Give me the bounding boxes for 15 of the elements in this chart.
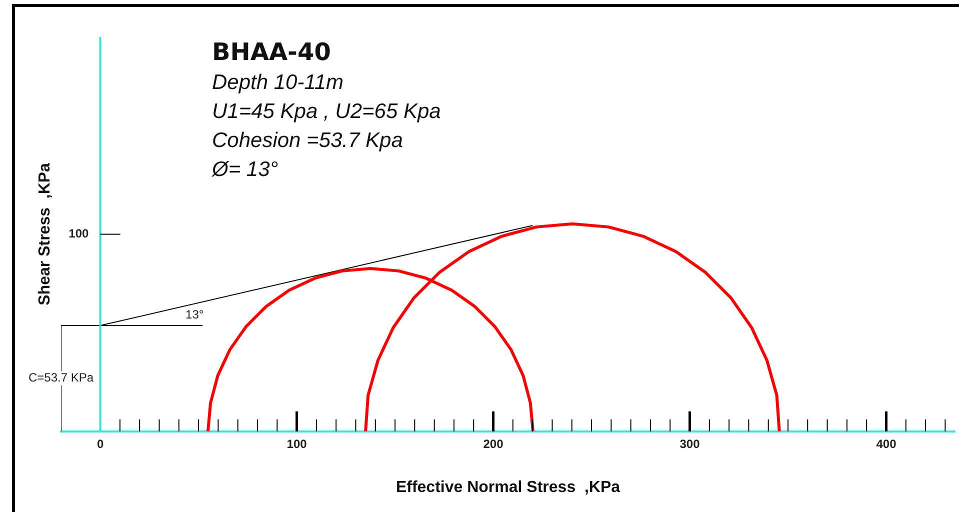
annotation: C=53.7 KPa bbox=[28, 370, 94, 385]
x-axis-title: Effective Normal Stress ,KPa bbox=[396, 478, 620, 496]
x-tick-label: 300 bbox=[680, 436, 700, 451]
chart-subtitle: Depth 10-11m bbox=[212, 70, 345, 96]
y-axis-title: Shear Stress ,KPa bbox=[36, 162, 54, 306]
annotation: 13° bbox=[186, 307, 204, 322]
annotation: 100 bbox=[68, 226, 90, 241]
text: Ø= 13° bbox=[212, 157, 280, 183]
text: U1=45 Kpa , U2=65 Kpa bbox=[212, 99, 441, 125]
text: Cohesion =53.7 Kpa bbox=[212, 128, 404, 154]
x-tick-label: 0 bbox=[96, 436, 104, 451]
x-tick-label: 100 bbox=[286, 436, 308, 451]
x-tick-label: 400 bbox=[876, 436, 897, 451]
chart-title: BHAA-40 bbox=[212, 37, 332, 68]
x-tick-label: 200 bbox=[483, 436, 504, 451]
